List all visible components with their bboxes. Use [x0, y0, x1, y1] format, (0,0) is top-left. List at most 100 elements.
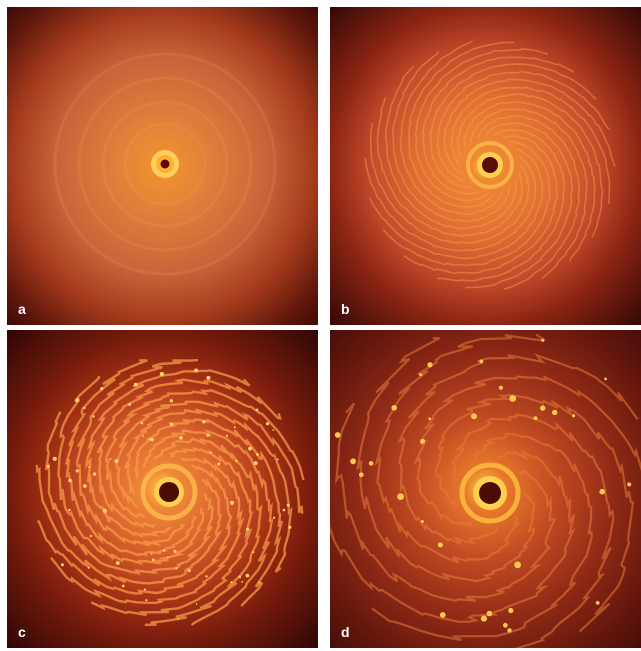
- spiral-arm: [397, 353, 639, 545]
- spiral-arm: [330, 449, 576, 623]
- fragment-clump: [162, 549, 166, 552]
- fragment-clump: [121, 584, 125, 588]
- spiral-arm: [356, 337, 536, 583]
- spiral-arm: [57, 375, 205, 566]
- fragment-clump: [391, 405, 397, 411]
- panel-label-c: c: [18, 624, 26, 640]
- fragment-clump: [604, 377, 607, 381]
- fragment-clump: [179, 435, 183, 440]
- fragment-clump: [234, 459, 238, 463]
- fragment-clump: [202, 420, 206, 424]
- disk-image-c: [7, 330, 318, 648]
- fragment-clump: [166, 556, 169, 559]
- spiral-arm: [142, 429, 274, 627]
- spiral-arm: [368, 147, 544, 260]
- fragment-clump: [75, 469, 79, 473]
- fragment-clump: [114, 459, 119, 464]
- panel-label-a: a: [18, 301, 26, 317]
- spiral-arm: [382, 141, 551, 267]
- fragment-clump: [509, 395, 517, 402]
- fragment-clump: [508, 607, 514, 614]
- spiral-arm: [456, 93, 604, 238]
- fragment-clump: [350, 458, 356, 465]
- fragment-clump: [209, 451, 212, 454]
- fragment-clump: [75, 397, 80, 403]
- fragment-clump: [195, 603, 198, 605]
- spiral-arm: [124, 408, 293, 573]
- fragment-clump: [479, 359, 484, 364]
- fragment-clump: [359, 472, 364, 477]
- fragment-clump: [142, 435, 145, 437]
- spiral-arm: [50, 456, 245, 605]
- spiral-arm: [403, 135, 559, 275]
- fragment-clump: [206, 375, 211, 380]
- spiral-arm: [408, 41, 515, 209]
- fragment-clump: [151, 558, 155, 561]
- fragment-clump: [169, 399, 173, 403]
- fragment-clump: [265, 422, 270, 426]
- panel-a: a: [7, 7, 318, 325]
- fragment-clump: [627, 482, 632, 487]
- fragment-clump: [128, 402, 132, 406]
- fragment-clump: [52, 456, 57, 461]
- fragment-clump: [428, 417, 432, 421]
- spiral-arm: [392, 51, 511, 223]
- fragment-clump: [60, 563, 64, 567]
- fragment-clump: [514, 561, 521, 569]
- fragment-clump: [205, 575, 208, 578]
- panel-label-b: b: [341, 301, 350, 317]
- fragment-clump: [143, 588, 146, 591]
- spiral-arm: [465, 121, 574, 289]
- fragment-clump: [241, 581, 244, 583]
- spiral-arm: [37, 464, 233, 595]
- spiral-arm: [414, 48, 549, 202]
- spiral-arm: [384, 65, 518, 230]
- panel-d: d: [330, 330, 641, 648]
- spiral-arm: [96, 378, 282, 529]
- fragment-clump: [437, 542, 443, 548]
- fragment-clump: [83, 406, 86, 410]
- spiral-arm: [369, 122, 530, 244]
- spiral-arm: [104, 388, 305, 519]
- fragment-clump: [225, 434, 228, 437]
- spiral-arm: [463, 101, 596, 262]
- fragment-clump: [194, 368, 199, 373]
- fragment-clump: [480, 615, 487, 622]
- panel-label-d: d: [341, 624, 350, 640]
- fragment-clump: [255, 408, 259, 412]
- fragment-clump: [145, 599, 148, 602]
- fragment-clump: [206, 433, 210, 437]
- fragment-clump: [89, 534, 92, 538]
- fragment-clump: [471, 413, 477, 420]
- fragment-clump: [100, 387, 104, 391]
- fragment-clump: [83, 484, 87, 488]
- spiral-arm: [64, 359, 197, 557]
- fragment-clump: [277, 458, 279, 461]
- spiral-arm: [44, 411, 214, 575]
- spiral-arm: [413, 375, 641, 527]
- fragment-clump: [245, 573, 250, 578]
- fragment-clump: [541, 338, 545, 342]
- fragment-clump: [258, 581, 261, 584]
- fragment-clump: [507, 628, 512, 633]
- fragment-clump: [102, 508, 108, 513]
- spiral-arm: [376, 97, 523, 238]
- fragment-clump: [253, 461, 258, 466]
- spiral-arm: [144, 437, 263, 626]
- fragment-clump: [397, 493, 404, 500]
- fragment-clump: [255, 452, 259, 456]
- fragment-clump: [87, 566, 90, 569]
- spiral-arm: [85, 369, 251, 538]
- fragment-clump: [109, 458, 112, 460]
- center-hole-c: [159, 482, 179, 502]
- fragment-clump: [238, 575, 241, 579]
- fragment-clump: [368, 461, 374, 466]
- fragment-clump: [68, 508, 71, 512]
- fragment-clump: [503, 622, 508, 628]
- fragment-clump: [248, 446, 253, 451]
- spiral-arm: [436, 70, 611, 182]
- fragment-clump: [233, 426, 236, 429]
- spiral-arm: [90, 447, 253, 617]
- spiral-arm: [477, 114, 580, 290]
- fragment-clump: [599, 488, 605, 495]
